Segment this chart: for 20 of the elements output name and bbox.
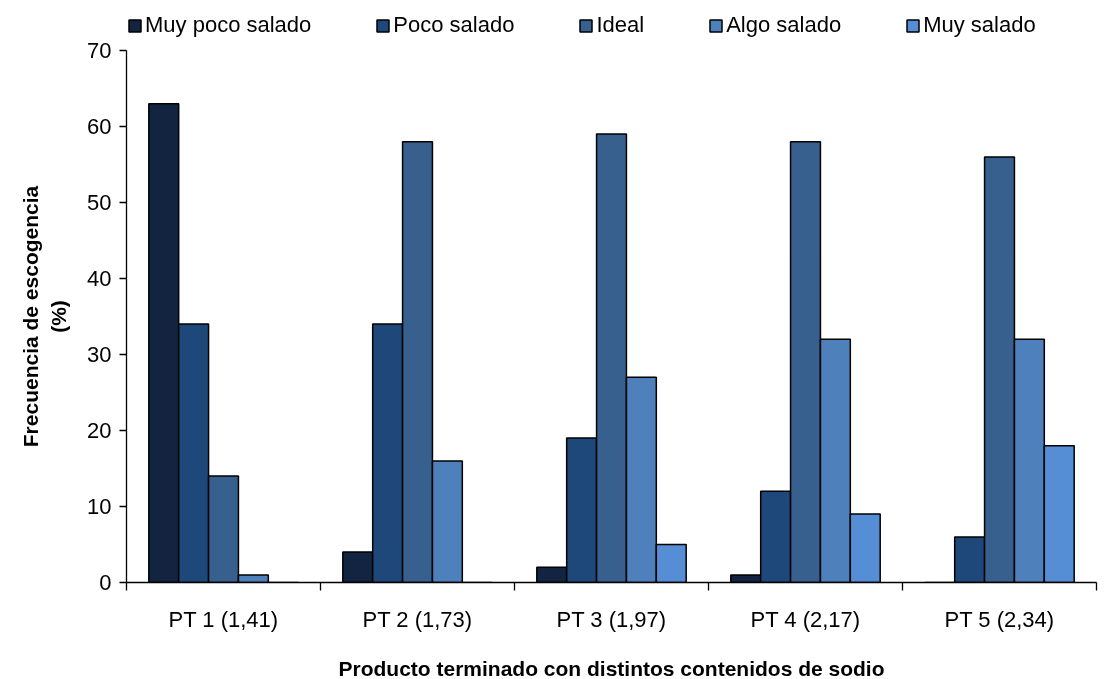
y-tick-label: 20 (87, 418, 112, 443)
x-axis-title: Producto terminado con distintos contenidos de sodio (338, 656, 885, 679)
legend-label: Muy salado (923, 12, 1036, 38)
y-tick-label: 70 (87, 38, 112, 63)
legend-label: Poco salado (393, 12, 515, 38)
x-tick-label: PT 1 (1,41) (168, 606, 279, 632)
x-tick-label: PT 3 (1,97) (556, 606, 667, 632)
x-tick-label: PT 4 (2,17) (750, 606, 861, 632)
x-tick-label: PT 2 (1,73) (362, 606, 473, 632)
y-axis-title: Frecuencia de escogencia (%) (19, 185, 71, 448)
y-tick-label: 0 (99, 570, 112, 595)
y-tick-label: 10 (87, 494, 112, 519)
legend-label: Ideal (596, 12, 645, 38)
x-tick-label: PT 5 (2,34) (944, 606, 1055, 632)
y-tick-label: 30 (87, 342, 112, 367)
legend-label: Muy poco salado (145, 12, 312, 38)
legend-label: Algo salado (726, 12, 842, 38)
y-tick-label: 60 (87, 114, 112, 139)
y-tick-label: 40 (87, 266, 112, 291)
y-tick-label: 50 (87, 190, 112, 215)
